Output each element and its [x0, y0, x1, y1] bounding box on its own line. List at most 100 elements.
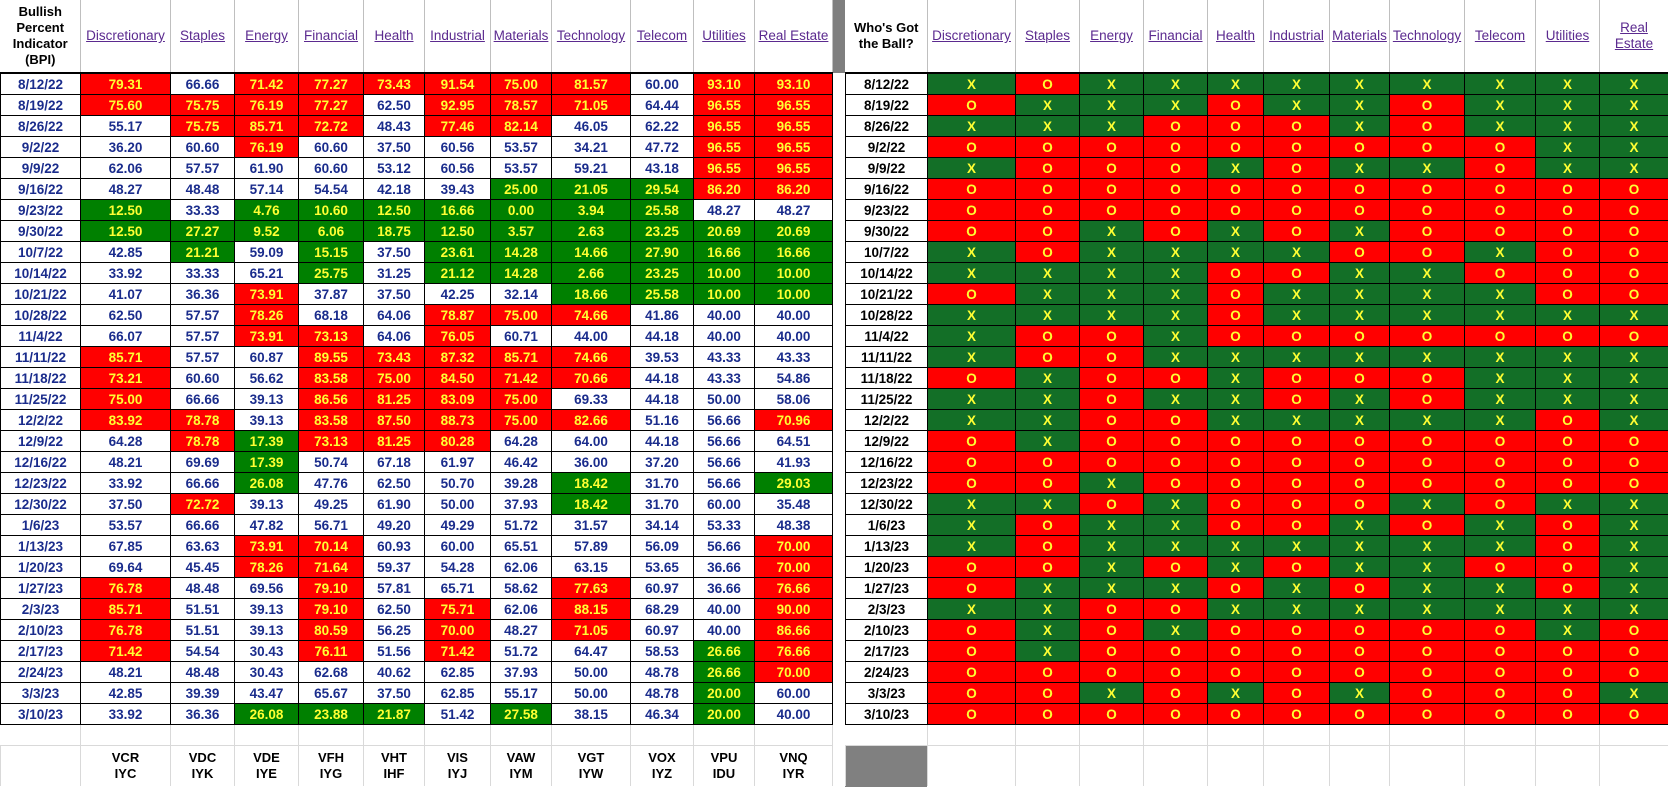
bpi-header-real-estate: Real Estate — [754, 0, 833, 74]
bpi-value-cell: 70.14 — [298, 535, 364, 557]
ball-mark-cell: X — [1535, 304, 1600, 326]
ball-mark-cell: O — [1015, 514, 1080, 536]
ball-mark-cell: X — [1207, 346, 1264, 368]
row-date: 2/24/23 — [845, 661, 928, 683]
sector-link-materials[interactable]: Materials — [1332, 28, 1387, 43]
sector-link-financial[interactable]: Financial — [1148, 28, 1203, 43]
etf-ticker-cell: VAW IYM — [490, 745, 552, 786]
bpi-value-cell: 66.66 — [170, 388, 235, 410]
bpi-value-cell: 35.48 — [754, 493, 833, 515]
sector-link-financial[interactable]: Financial — [303, 28, 359, 43]
table-row: 8/19/22 75.60 75.75 76.19 77.27 62.50 92.95 78.… — [0, 94, 833, 116]
bpi-value-cell: 64.00 — [551, 430, 631, 452]
bpi-value-cell: 46.34 — [630, 703, 694, 725]
ball-mark-cell: O — [1329, 703, 1390, 725]
ball-mark-cell: O — [927, 619, 1016, 641]
sector-link-industrial[interactable]: Industrial — [430, 28, 485, 43]
ball-mark-cell: O — [1143, 430, 1208, 452]
bpi-value-cell: 20.69 — [754, 220, 833, 242]
row-date: 12/30/22 — [0, 493, 81, 515]
sector-link-health[interactable]: Health — [1215, 28, 1256, 43]
ball-mark-cell: X — [1389, 556, 1465, 578]
ball-mark-cell: O — [927, 430, 1016, 452]
sector-link-utilities[interactable]: Utilities — [1545, 28, 1590, 43]
sector-link-real-estate[interactable]: Real Estate — [1614, 20, 1654, 51]
bpi-value-cell: 86.20 — [693, 178, 755, 200]
sector-link-discretionary[interactable]: Discretionary — [932, 28, 1011, 43]
row-date: 10/7/22 — [845, 241, 928, 263]
ball-mark-cell: O — [1389, 367, 1465, 389]
ball-mark-cell: O — [1263, 451, 1330, 473]
sector-link-industrial[interactable]: Industrial — [1269, 28, 1324, 43]
ball-mark-cell: O — [1329, 430, 1390, 452]
ball-mark-cell: O — [1015, 220, 1080, 242]
ball-mark-cell: X — [1079, 556, 1144, 578]
ball-header-technology: Technology — [1389, 0, 1465, 74]
ball-mark-cell: O — [1535, 535, 1600, 557]
bpi-value-cell: 76.19 — [234, 94, 299, 116]
ball-mark-cell: X — [1535, 493, 1600, 515]
ball-mark-cell: X — [1207, 409, 1264, 431]
sector-link-real-estate[interactable]: Real Estate — [758, 28, 829, 43]
etf-ticker: VDE — [253, 750, 280, 765]
sector-link-utilities[interactable]: Utilities — [702, 28, 746, 43]
sector-link-staples[interactable]: Staples — [1024, 28, 1071, 43]
ball-mark-cell: O — [1079, 409, 1144, 431]
sector-link-technology[interactable]: Technology — [1392, 28, 1462, 43]
ball-mark-cell: X — [1207, 535, 1264, 557]
sector-link-telecom[interactable]: Telecom — [636, 28, 688, 43]
ball-mark-cell: X — [1143, 493, 1208, 515]
bpi-header-financial: Financial — [298, 0, 364, 74]
ball-mark-cell: O — [1464, 220, 1536, 242]
ball-mark-cell: O — [1015, 661, 1080, 683]
row-date: 2/17/23 — [845, 640, 928, 662]
ball-mark-cell: X — [1143, 262, 1208, 284]
ball-header-discretionary: Discretionary — [927, 0, 1016, 74]
bpi-value-cell: 70.00 — [754, 535, 833, 557]
bpi-value-cell: 50.00 — [693, 388, 755, 410]
ball-table-body: 8/12/22 X O X X X X X X X X X 8/19/22 O X X X O X X O X X X 8/26… — [845, 72, 1668, 786]
bpi-value-cell: 33.33 — [170, 262, 235, 284]
sector-link-materials[interactable]: Materials — [493, 28, 549, 43]
ball-mark-cell: X — [1263, 304, 1330, 326]
sector-link-technology[interactable]: Technology — [556, 28, 626, 43]
bpi-value-cell: 71.64 — [298, 556, 364, 578]
ball-mark-cell: O — [1464, 661, 1536, 683]
ball-mark-cell: O — [1263, 556, 1330, 578]
bpi-value-cell: 60.56 — [424, 136, 491, 158]
bpi-value-cell: 40.62 — [363, 661, 425, 683]
ball-mark-cell: O — [1015, 472, 1080, 494]
bpi-value-cell: 66.66 — [170, 514, 235, 536]
bpi-value-cell: 29.54 — [630, 178, 694, 200]
sector-link-energy[interactable]: Energy — [245, 28, 288, 43]
table-row: 9/16/22 48.27 48.48 57.14 54.54 42.18 39.43 25.… — [0, 178, 833, 200]
table-row: 12/23/22 O O X O O O O O O O O — [845, 472, 1668, 494]
spacer-row — [0, 724, 833, 746]
ball-mark-cell: O — [1599, 640, 1668, 662]
empty-cell — [1143, 724, 1208, 746]
ball-mark-cell: X — [1535, 94, 1600, 116]
ball-mark-cell: O — [1263, 472, 1330, 494]
ball-mark-cell: X — [1464, 367, 1536, 389]
ball-mark-cell: O — [1079, 430, 1144, 452]
bpi-header-energy: Energy — [234, 0, 299, 74]
ball-mark-cell: X — [1464, 598, 1536, 620]
bpi-value-cell: 75.00 — [363, 367, 425, 389]
ball-mark-cell: O — [1263, 682, 1330, 704]
sector-link-telecom[interactable]: Telecom — [1474, 28, 1526, 43]
bpi-value-cell: 37.50 — [363, 241, 425, 263]
ball-mark-cell: O — [1599, 262, 1668, 284]
sector-link-staples[interactable]: Staples — [179, 28, 226, 43]
etf-ticker: VDC — [188, 750, 217, 765]
ball-mark-cell: O — [1207, 493, 1264, 515]
ball-mark-cell: X — [1389, 409, 1465, 431]
ball-mark-cell: O — [1015, 682, 1080, 704]
sector-link-energy[interactable]: Energy — [1090, 28, 1133, 43]
ball-mark-cell: X — [1143, 325, 1208, 347]
ball-mark-cell: X — [1389, 283, 1465, 305]
table-row: 1/13/23 67.85 63.63 73.91 70.14 60.93 60.00 65.… — [0, 535, 833, 557]
sector-link-discretionary[interactable]: Discretionary — [86, 28, 165, 43]
ball-mark-cell: O — [1263, 220, 1330, 242]
bpi-value-cell: 48.21 — [80, 661, 171, 683]
sector-link-health[interactable]: Health — [374, 28, 414, 43]
